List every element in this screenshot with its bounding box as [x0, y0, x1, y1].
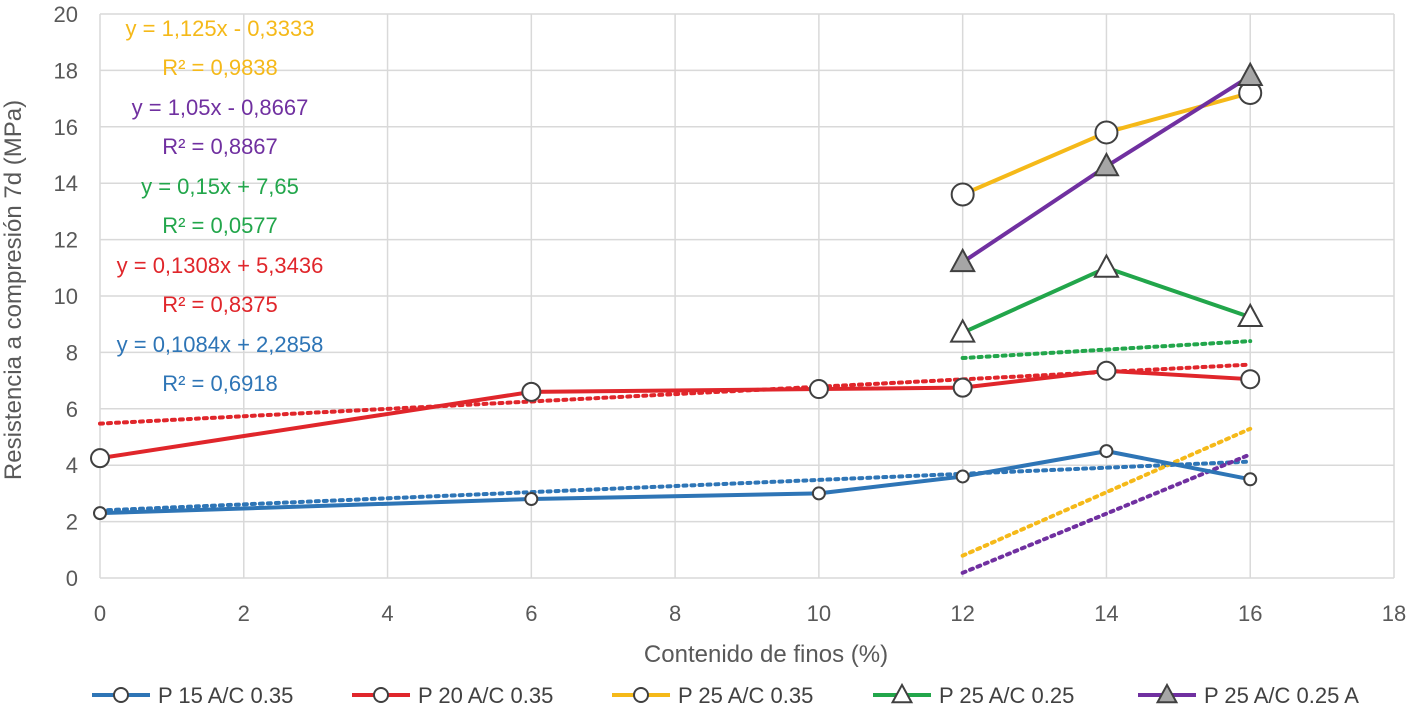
data-point-marker — [93, 506, 107, 521]
trendline-equation: y = 0,15x + 7,65 — [141, 174, 299, 199]
data-point-marker — [890, 682, 914, 704]
data-point-marker — [1093, 253, 1120, 278]
trendline-r-squared: R² = 0,8867 — [162, 134, 278, 159]
axes: 0 2 4 6 8 10 12 14 16 18 20 0 2 4 6 8 10 12 14 16 18 — [54, 2, 1407, 626]
trendline-equation: y = 1,125x - 0,3333 — [126, 16, 315, 41]
data-point-marker — [373, 687, 389, 703]
x-tick-label: 10 — [807, 601, 831, 626]
x-tick-label: 18 — [1382, 601, 1406, 626]
data-point-marker — [952, 377, 973, 398]
y-tick-label: 20 — [54, 2, 78, 27]
data-point-marker — [113, 687, 129, 703]
trendline — [960, 426, 1253, 558]
trendline-r-squared: R² = 0,9838 — [162, 55, 278, 80]
data-point-marker — [1093, 151, 1120, 177]
gridlines — [99, 13, 1395, 579]
legend-entry: P 15 A/C 0.35 — [158, 683, 293, 708]
data-point-marker — [1094, 120, 1119, 145]
data-point-marker — [633, 687, 649, 703]
x-tick-label: 12 — [950, 601, 974, 626]
trendline-r-squared: R² = 0,6918 — [162, 371, 278, 396]
data-series — [90, 61, 1264, 521]
y-tick-label: 8 — [66, 340, 78, 365]
legend-entry: P 25 A/C 0.25 A — [1204, 683, 1359, 708]
y-tick-label: 2 — [66, 510, 78, 535]
x-tick-label: 0 — [94, 601, 106, 626]
data-point-marker — [521, 381, 542, 402]
data-point-marker — [808, 379, 829, 400]
series-line — [99, 449, 1251, 516]
data-point-marker — [949, 247, 976, 273]
trendline-equation: y = 0,1308x + 5,3436 — [117, 253, 324, 278]
x-tick-label: 2 — [238, 601, 250, 626]
data-point-marker — [524, 492, 539, 507]
x-tick-label: 16 — [1238, 601, 1262, 626]
x-tick-label: 14 — [1094, 601, 1118, 626]
trendline-equation: y = 0,1084x + 2,2858 — [117, 332, 324, 357]
data-point-marker — [1243, 472, 1258, 487]
data-point-marker — [90, 448, 110, 469]
y-tick-label: 4 — [66, 453, 78, 478]
trendline — [960, 452, 1253, 575]
data-point-marker — [1236, 302, 1264, 328]
legend-entry: P 25 A/C 0.35 — [678, 683, 813, 708]
trendline-equations: y = 1,125x - 0,3333 R² = 0,9838 y = 1,05x … — [117, 16, 324, 396]
trendline — [98, 459, 1253, 513]
y-tick-label: 16 — [54, 115, 78, 140]
legend: P 15 A/C 0.35 P 20 A/C 0.35 P 25 A/C 0.35 P… — [92, 682, 1359, 708]
y-tick-label: 10 — [54, 284, 78, 309]
data-point-marker — [1236, 61, 1264, 86]
data-point-marker — [1096, 360, 1117, 381]
data-point-marker — [1240, 369, 1261, 390]
data-point-marker — [949, 318, 976, 343]
y-tick-label: 18 — [54, 58, 78, 83]
legend-entry: P 25 A/C 0.25 — [939, 683, 1074, 708]
data-point-marker — [950, 182, 975, 207]
x-tick-label: 8 — [669, 601, 681, 626]
trendline-r-squared: R² = 0,0577 — [162, 213, 278, 238]
x-tick-label: 4 — [381, 601, 393, 626]
trendline-r-squared: R² = 0,8375 — [162, 292, 278, 317]
y-axis-title: Resistencia a compresión 7d (MPa) — [0, 100, 27, 480]
data-point-marker — [1099, 444, 1114, 459]
data-point-marker — [955, 469, 970, 484]
y-tick-label: 0 — [66, 566, 78, 591]
y-tick-label: 12 — [54, 228, 78, 253]
data-point-marker — [811, 486, 826, 501]
x-axis-title: Contenido de finos (%) — [644, 641, 888, 668]
trendline-equation: y = 1,05x - 0,8667 — [132, 95, 309, 120]
x-tick-label: 6 — [525, 601, 537, 626]
legend-entry: P 20 A/C 0.35 — [418, 683, 553, 708]
trendline — [960, 339, 1253, 361]
y-tick-label: 14 — [54, 171, 78, 196]
y-tick-label: 6 — [66, 397, 78, 422]
data-point-marker — [1155, 682, 1179, 704]
series-line — [99, 368, 1251, 461]
